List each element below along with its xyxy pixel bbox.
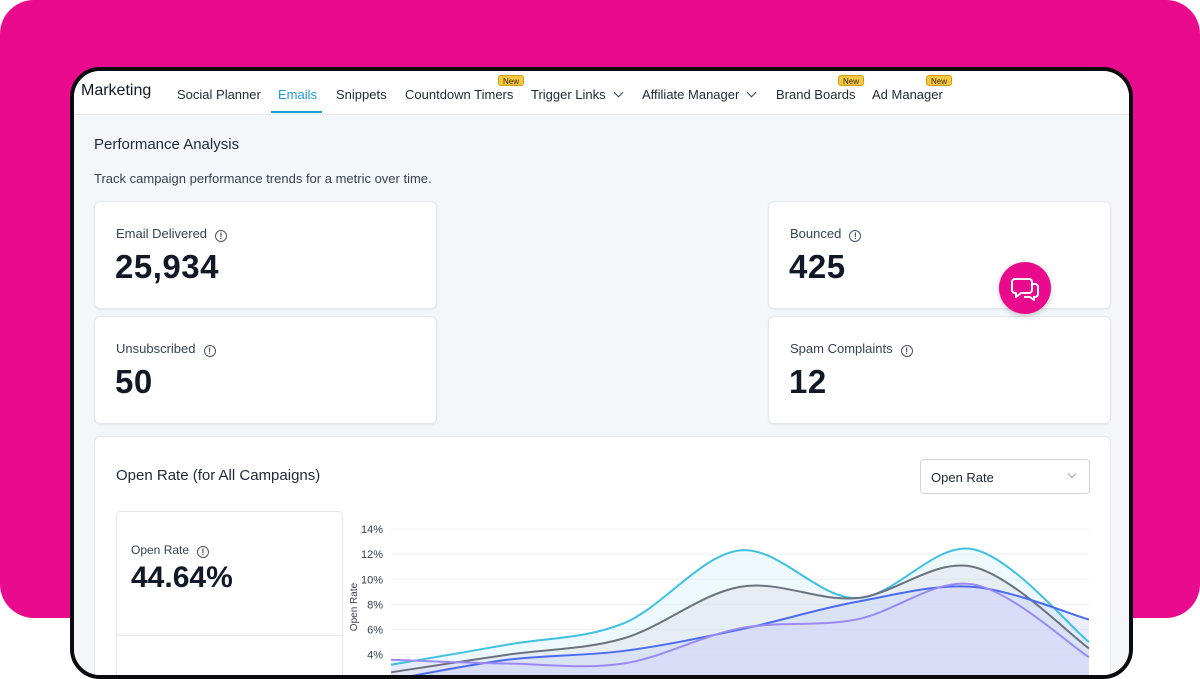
stat-card-unsubscribed: Unsubscribed! 50 (94, 316, 437, 424)
tab-snippets[interactable]: Snippets (336, 87, 387, 102)
tab-affiliate-manager-label: Affiliate Manager (642, 87, 740, 102)
stat-value: 12 (789, 363, 827, 400)
active-tab-indicator (271, 111, 322, 113)
stat-label-text: Bounced (790, 226, 842, 241)
metric-summary-box: Open Rate! 44.64% (116, 511, 343, 675)
series-line-blue (411, 585, 1090, 675)
new-badge: New (498, 75, 525, 86)
tab-emails[interactable]: Emails (278, 87, 318, 102)
series-area-gray (391, 565, 1089, 675)
stat-label: Bounced! (790, 226, 862, 242)
chat-icon (1011, 278, 1039, 301)
chat-button[interactable] (999, 262, 1051, 314)
tab-affiliate-manager[interactable]: Affiliate Manager (642, 87, 757, 102)
info-icon[interactable]: ! (203, 345, 216, 357)
metric-label-text: Open Rate (131, 543, 190, 557)
metric-select-value: Open Rate (931, 470, 994, 485)
tab-countdown-timers[interactable]: Countdown Timers (405, 87, 514, 102)
stat-value: 425 (789, 248, 846, 285)
tab-trigger-links-label: Trigger Links (531, 87, 606, 102)
chevron-down-icon (613, 87, 624, 98)
stat-value: 50 (115, 363, 153, 400)
y-tick-label: 8% (367, 599, 383, 611)
app-title: Marketing (81, 82, 152, 99)
series-line-cyan (390, 547, 1090, 666)
stat-label-text: Spam Complaints (790, 341, 893, 356)
stat-label-text: Unsubscribed (116, 341, 196, 356)
metric-value: 44.64% (131, 561, 233, 594)
tab-social-planner[interactable]: Social Planner (177, 87, 261, 102)
y-tick-label: 10% (361, 574, 383, 586)
tab-brand-boards[interactable]: Brand Boards (776, 87, 856, 102)
divider (117, 635, 342, 636)
chevron-down-icon (746, 87, 757, 98)
metric-label: Open Rate! (131, 543, 210, 558)
y-tick-label: 2% (367, 675, 383, 679)
new-badge: New (838, 75, 865, 86)
open-rate-chart: 14% 12% 10% 8% 6% 4% 2% Open Rate (349, 524, 1090, 679)
chart-panel-title: Open Rate (for All Campaigns) (116, 467, 321, 484)
stat-card-bounced: Bounced! 425 (768, 201, 1111, 309)
stat-label: Spam Complaints! (790, 341, 913, 357)
y-tick-label: 12% (361, 549, 383, 561)
stat-card-spam-complaints: Spam Complaints! 12 (768, 316, 1111, 424)
main-content: Performance Analysis Track campaign perf… (74, 116, 1129, 679)
new-badge: New (926, 75, 953, 86)
y-tick-label: 4% (367, 650, 383, 662)
page-title: Performance Analysis (94, 136, 240, 153)
tab-trigger-links[interactable]: Trigger Links (531, 87, 624, 102)
metric-select[interactable]: Open Rate (920, 459, 1090, 494)
stat-label: Unsubscribed! (116, 341, 216, 357)
series-area-blue (417, 586, 1089, 675)
tab-ad-manager[interactable]: Ad Manager (872, 87, 943, 102)
stat-label-text: Email Delivered (116, 226, 208, 241)
info-icon[interactable]: ! (900, 345, 913, 357)
y-axis-label: Open Rate (349, 582, 360, 631)
info-icon[interactable]: ! (849, 230, 862, 242)
series-area-cyan (391, 548, 1089, 675)
info-icon[interactable]: ! (215, 230, 228, 242)
stat-label: Email Delivered! (116, 226, 228, 242)
app-window: Marketing Social Planner Emails Snippets… (70, 67, 1133, 679)
series-line-gray (390, 564, 1090, 674)
top-navigation: Marketing Social Planner Emails Snippets… (74, 71, 1129, 115)
y-tick-label: 14% (361, 524, 383, 536)
page-subtitle: Track campaign performance trends for a … (94, 171, 432, 186)
series-line-purple (390, 582, 1090, 668)
y-tick-label: 6% (367, 625, 383, 637)
stat-card-email-delivered: Email Delivered! 25,934 (94, 201, 437, 309)
open-rate-panel: Open Rate (for All Campaigns) Open Rate … (94, 436, 1111, 679)
chevron-down-icon (1067, 469, 1077, 479)
info-icon[interactable]: ! (197, 546, 210, 558)
stat-value: 25,934 (115, 248, 219, 285)
